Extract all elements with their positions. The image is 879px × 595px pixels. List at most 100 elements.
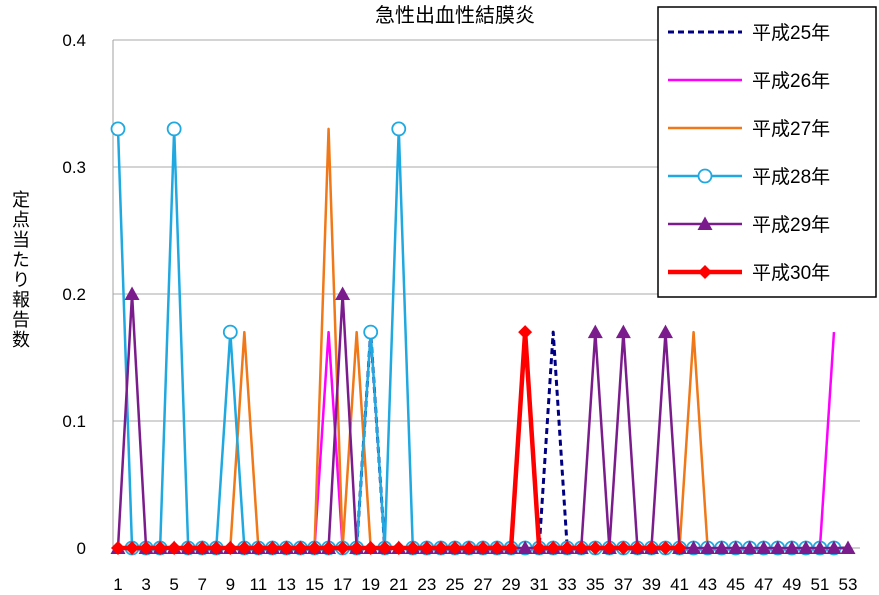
legend-label: 平成26年 [752, 70, 830, 92]
data-point [279, 541, 294, 555]
data-point [391, 541, 406, 555]
x-tick-label: 45 [726, 575, 745, 594]
data-point [335, 541, 350, 555]
x-tick-label: 41 [670, 575, 689, 594]
data-point [363, 324, 379, 340]
data-point [153, 541, 168, 555]
data-point [111, 541, 125, 555]
legend-item: 平成30年 [668, 262, 830, 284]
series [110, 286, 856, 554]
data-point [167, 541, 182, 555]
x-tick-label: 51 [810, 575, 829, 594]
data-point [419, 541, 434, 555]
data-point [518, 325, 533, 340]
x-tick-label: 9 [226, 575, 235, 594]
data-point [377, 541, 392, 555]
data-point [125, 541, 140, 555]
data-point [476, 541, 490, 555]
data-point [587, 324, 603, 339]
data-point [307, 541, 322, 555]
x-tick-label: 13 [277, 575, 296, 594]
data-point [602, 541, 617, 555]
y-tick-label: 0.1 [62, 412, 86, 431]
data-point [742, 540, 758, 554]
y-axis-title: 定点当たり報告数 [10, 190, 30, 350]
data-point [209, 541, 224, 555]
data-point [714, 540, 730, 554]
data-point [251, 541, 266, 555]
series-line [118, 329, 680, 551]
x-tick-label: 47 [754, 575, 773, 594]
data-point [728, 540, 744, 554]
data-point [770, 540, 786, 554]
x-tick-label: 3 [141, 575, 150, 594]
data-point [504, 541, 519, 555]
legend-label: 平成25年 [752, 22, 830, 44]
x-tick-label: 19 [361, 575, 380, 594]
data-point [630, 541, 645, 555]
y-tick-label: 0 [77, 539, 86, 558]
y-tick-label: 0.2 [62, 285, 86, 304]
y-tick-label: 0.3 [62, 158, 86, 177]
data-point [546, 541, 561, 555]
data-point [560, 541, 575, 555]
data-point [686, 540, 702, 554]
x-tick-label: 27 [474, 575, 493, 594]
data-point [574, 541, 589, 555]
x-tick-label: 5 [169, 575, 178, 594]
data-point [517, 540, 533, 554]
data-point [321, 541, 336, 555]
x-tick-label: 15 [305, 575, 324, 594]
legend-marker [697, 216, 713, 230]
x-tick-label: 1 [113, 575, 122, 594]
legend-item: 平成28年 [668, 166, 830, 188]
tick-labels: 00.10.20.30.41 3 5 7 9 11 13 15 17 19 21 23 25 27 29 31… [62, 31, 857, 594]
data-point [756, 540, 772, 554]
data-point [532, 541, 547, 555]
x-tick-label: 37 [614, 575, 633, 594]
data-point [405, 541, 420, 555]
legend-label: 平成30年 [752, 262, 830, 284]
data-point [166, 121, 182, 137]
legend-label: 平成27年 [752, 118, 830, 140]
data-point [700, 540, 716, 554]
data-point [658, 541, 673, 555]
x-tick-label: 7 [197, 575, 206, 594]
data-point [826, 540, 842, 554]
data-point [363, 541, 378, 555]
data-point [615, 324, 631, 339]
chart-title: 急性出血性結膜炎 [375, 4, 535, 27]
legend-box [657, 6, 877, 298]
x-tick-label: 29 [502, 575, 521, 594]
x-tick-label: 21 [389, 575, 408, 594]
data-point [110, 121, 126, 137]
series [111, 325, 687, 555]
data-point [222, 324, 238, 340]
legend-item: 平成25年 [668, 22, 830, 44]
data-point [195, 541, 210, 555]
series-lines [110, 121, 856, 556]
x-tick-label: 25 [445, 575, 464, 594]
x-tick-label: 17 [333, 575, 352, 594]
data-point [672, 541, 687, 555]
x-tick-label: 49 [782, 575, 801, 594]
x-tick-label: 31 [530, 575, 549, 594]
data-point [588, 541, 603, 555]
legend-marker [697, 168, 713, 184]
x-tick-label: 33 [558, 575, 577, 594]
data-point [124, 286, 140, 300]
x-tick-label: 43 [698, 575, 717, 594]
legend-marker [698, 265, 712, 279]
legend-label: 平成28年 [752, 166, 830, 188]
data-point [293, 541, 308, 555]
series-line [118, 330, 836, 550]
legend-item: 平成29年 [668, 214, 830, 236]
data-point [812, 540, 828, 554]
x-tick-label: 39 [642, 575, 661, 594]
data-point [223, 541, 238, 555]
data-point [139, 541, 154, 555]
data-point [784, 540, 800, 554]
data-point [349, 541, 364, 555]
x-tick-label: 23 [417, 575, 436, 594]
